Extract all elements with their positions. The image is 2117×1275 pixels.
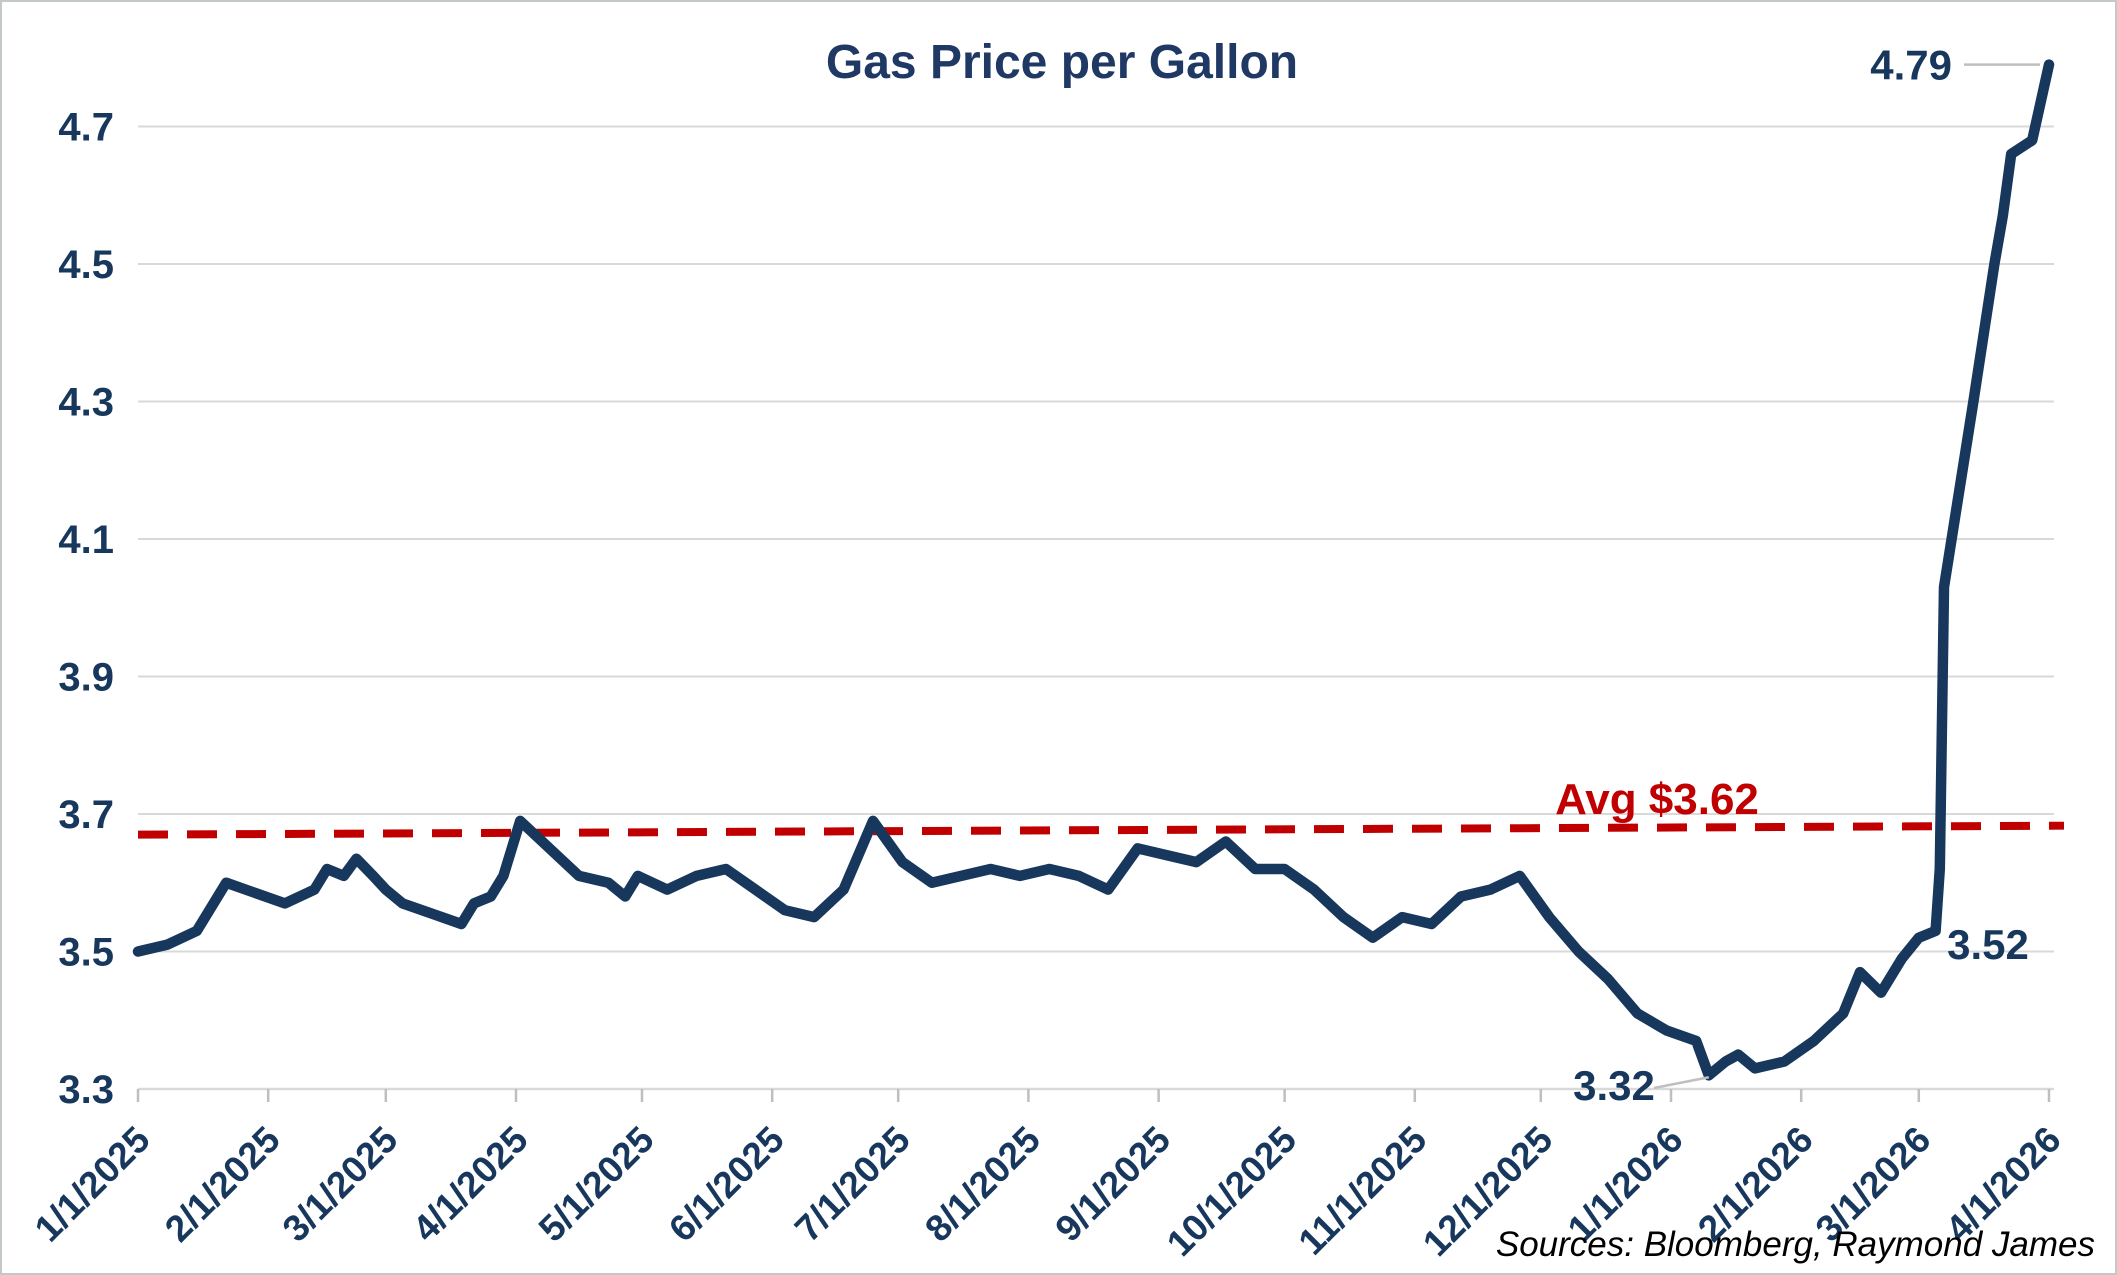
price-line-series bbox=[132, 59, 2055, 1081]
annotations: 4.79 3.52 3.32 Avg $3.62 bbox=[1555, 42, 2040, 1109]
y-tick-label: 3.9 bbox=[58, 656, 114, 700]
trough-value-label: 3.32 bbox=[1573, 1062, 1655, 1109]
x-tick-label: 2/1/2025 bbox=[157, 1119, 288, 1250]
x-tick-label: 7/1/2025 bbox=[787, 1119, 918, 1250]
average-dashed-line bbox=[137, 821, 2065, 839]
average-trendline bbox=[137, 821, 2065, 839]
chart-title: Gas Price per Gallon bbox=[826, 36, 1298, 89]
x-tick-label: 4/1/2025 bbox=[405, 1119, 536, 1250]
y-tick-label: 4.1 bbox=[58, 518, 114, 562]
x-tick-label: 9/1/2025 bbox=[1047, 1119, 1178, 1250]
x-tick-label: 10/1/2025 bbox=[1159, 1119, 1304, 1264]
peak-value-label: 4.79 bbox=[1870, 42, 1952, 89]
x-tick-label: 11/1/2025 bbox=[1291, 1119, 1435, 1263]
x-tick-label: 6/1/2025 bbox=[661, 1119, 792, 1250]
x-tick-label: 8/1/2025 bbox=[917, 1119, 1048, 1250]
y-tick-label: 3.5 bbox=[58, 931, 114, 975]
y-axis-labels: 3.3 3.5 3.7 3.9 4.1 4.3 4.5 4.7 bbox=[58, 106, 114, 1113]
trough-leader-line bbox=[1653, 1076, 1710, 1090]
y-tick-label: 4.3 bbox=[58, 381, 114, 425]
y-tick-label: 3.3 bbox=[58, 1068, 114, 1112]
y-tick-label: 3.7 bbox=[58, 793, 114, 837]
sources-note: Sources: Bloomberg, Raymond James bbox=[1495, 1225, 2095, 1264]
x-tick-label: 1/1/2025 bbox=[27, 1119, 158, 1250]
x-tick-label: 3/1/2025 bbox=[275, 1119, 406, 1250]
price-line bbox=[132, 59, 2055, 1081]
pre-spike-value-label: 3.52 bbox=[1947, 921, 2029, 968]
y-tick-label: 4.5 bbox=[58, 243, 114, 287]
average-label: Avg $3.62 bbox=[1555, 775, 1759, 824]
y-tick-label: 4.7 bbox=[58, 106, 114, 150]
gridlines bbox=[138, 125, 2054, 1090]
x-tick-label: 5/1/2025 bbox=[531, 1119, 662, 1250]
